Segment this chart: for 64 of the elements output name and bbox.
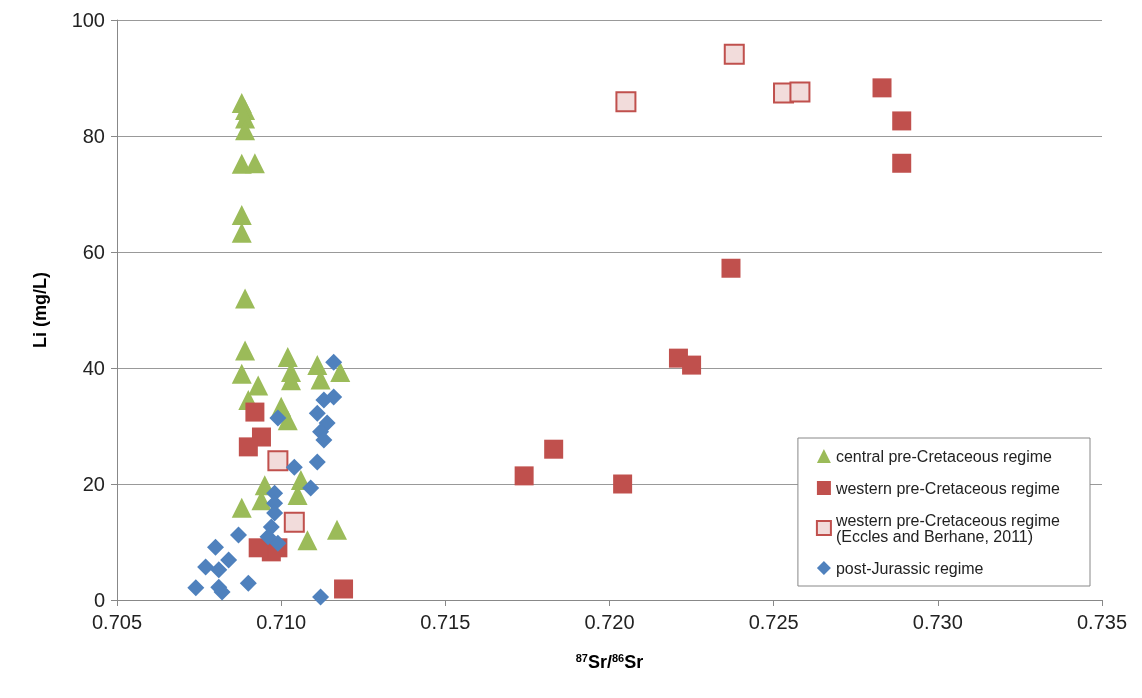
point bbox=[325, 353, 343, 371]
y-axis-title: Li (mg/L) bbox=[30, 272, 50, 348]
y-tick-label: 100 bbox=[71, 9, 105, 31]
point bbox=[297, 530, 318, 551]
point bbox=[267, 450, 289, 472]
legend-label: western pre-Cretaceous regime (Eccles and Berhane, 2011) bbox=[834, 511, 1061, 545]
point bbox=[334, 579, 354, 599]
point bbox=[245, 402, 265, 422]
x-tick-label: 0.705 bbox=[91, 611, 143, 633]
point bbox=[615, 91, 637, 113]
point bbox=[723, 43, 745, 65]
y-tick-label: 40 bbox=[82, 357, 105, 379]
y-tick-label: 0 bbox=[93, 589, 105, 611]
point bbox=[210, 561, 228, 579]
x-tick-label: 0.730 bbox=[912, 611, 963, 633]
legend-label: central pre-Cretaceous regime bbox=[835, 447, 1053, 465]
point bbox=[312, 588, 330, 606]
point bbox=[721, 258, 741, 278]
point bbox=[325, 388, 343, 406]
point bbox=[207, 538, 224, 556]
point bbox=[235, 340, 256, 361]
point bbox=[892, 153, 912, 173]
point bbox=[302, 479, 320, 497]
legend-label: western pre-Cretaceous regime bbox=[834, 479, 1061, 497]
point bbox=[197, 558, 215, 576]
point bbox=[789, 81, 811, 103]
point bbox=[326, 519, 347, 540]
point bbox=[872, 78, 892, 98]
x-tick-label: 0.715 bbox=[420, 611, 471, 633]
point bbox=[285, 458, 303, 476]
y-tick-label: 20 bbox=[82, 473, 105, 495]
point bbox=[229, 526, 247, 544]
y-tick-label: 80 bbox=[82, 125, 105, 147]
point bbox=[308, 404, 326, 422]
point bbox=[248, 538, 268, 558]
legend-label: post-Jurassic regime bbox=[835, 559, 984, 577]
x-tick-label: 0.735 bbox=[1076, 611, 1128, 633]
point bbox=[544, 439, 564, 459]
x-tick-label: 0.710 bbox=[256, 611, 307, 633]
point bbox=[269, 409, 287, 427]
point bbox=[682, 355, 702, 375]
point bbox=[269, 534, 287, 552]
point bbox=[283, 511, 305, 533]
point bbox=[892, 111, 912, 131]
point bbox=[231, 497, 252, 518]
point bbox=[235, 288, 256, 309]
point bbox=[259, 528, 277, 546]
point bbox=[231, 363, 252, 384]
point bbox=[231, 222, 252, 243]
point bbox=[220, 551, 238, 569]
point bbox=[187, 579, 205, 597]
point bbox=[613, 474, 633, 494]
point bbox=[248, 375, 269, 396]
point bbox=[239, 574, 257, 592]
x-tick-label: 0.725 bbox=[748, 611, 799, 633]
point bbox=[330, 362, 351, 383]
point bbox=[308, 453, 326, 471]
point bbox=[244, 153, 265, 174]
point bbox=[277, 346, 298, 367]
point bbox=[238, 437, 258, 457]
point bbox=[231, 204, 252, 225]
y-tick-label: 60 bbox=[82, 241, 105, 263]
point bbox=[514, 466, 534, 486]
x-tick-label: 0.720 bbox=[584, 611, 635, 633]
